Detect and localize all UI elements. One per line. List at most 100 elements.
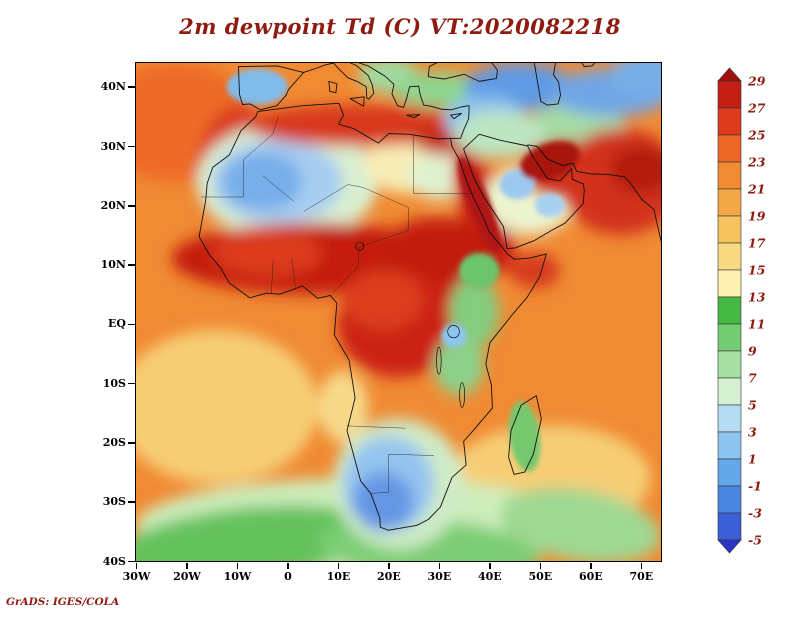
italy-coastline (304, 63, 374, 99)
colorbar-label-29: 29 (747, 74, 766, 89)
colorbar-segment (717, 215, 742, 244)
mediterranean-islands-coastline (329, 81, 462, 118)
map-frame (135, 62, 662, 562)
lat-tick (128, 382, 135, 385)
colorbar-segment (717, 458, 742, 487)
colorbar-segment (717, 350, 742, 379)
colorbar-label-7: 7 (748, 371, 757, 386)
lat-tick-label-EQ: EQ (108, 317, 126, 331)
colorbar-label-27: 27 (747, 101, 766, 116)
lon-tick-label-20E: 20E (377, 570, 401, 583)
region-sahara-dry-core (221, 151, 303, 212)
lakes (356, 242, 465, 407)
lake-tanganyika (437, 347, 442, 374)
lake-victoria (448, 325, 460, 337)
lon-tick-label-20W: 20W (173, 570, 201, 583)
region-top-right-cool (610, 63, 661, 99)
region-subtropical-atlantic-sand (136, 329, 318, 484)
region-southern-ocean-green-east (500, 487, 661, 561)
colorbar-arrow-bottom (717, 539, 742, 554)
lat-tick-label-40N: 40N (100, 80, 126, 94)
region-iberia-cool (226, 68, 288, 105)
region-anatolia-green (393, 71, 485, 108)
grads-stamp: GrADS: IGES/COLA (6, 596, 120, 608)
region-persian-gulf-extreme (520, 141, 580, 181)
lon-tick (539, 563, 542, 569)
lon-tick (337, 563, 340, 569)
region-angola-coast-sand (317, 371, 369, 443)
lon-tick-label-0: 0 (284, 570, 292, 583)
colorbar-label-11: 11 (748, 317, 765, 332)
colorbar-segment (717, 404, 742, 433)
lat-tick (128, 323, 135, 326)
lon-tick-label-10W: 10W (223, 570, 252, 583)
lat-tick-label-10S: 10S (102, 376, 126, 390)
colorbar-label-15: 15 (748, 263, 765, 278)
arabia-coastline (464, 134, 585, 248)
dewpoint-shading-crisp (226, 68, 580, 472)
region-egypt-pale-green (408, 151, 470, 200)
region-arabia-cool-spot-west (499, 169, 535, 200)
caspian-aral-coastline (534, 63, 595, 105)
colorbar: 29 27 25 23 21 19 17 15 13 11 9 7 5 3 1 -1 -3 -5 (712, 62, 800, 562)
colorbar-label-25: 25 (747, 128, 765, 143)
lake-chad (356, 242, 364, 250)
lon-tick-label-30W: 30W (122, 570, 151, 583)
lon-tick (489, 563, 491, 569)
lon-tick-label-60E: 60E (578, 570, 603, 583)
colorbar-label-21: 21 (747, 182, 765, 197)
lat-tick-label-40S: 40S (102, 554, 126, 568)
colorbar-label--1: -1 (748, 479, 762, 494)
colorbar-arrow-top (717, 67, 742, 82)
region-indus-dark-red (610, 146, 661, 194)
colorbar-segment (717, 161, 742, 190)
lon-tick-label-30E: 30E (427, 570, 452, 583)
lon-tick (236, 563, 239, 569)
colorbar-label-13: 13 (748, 290, 766, 305)
lat-tick (128, 205, 135, 207)
region-southern-ocean-green-west (136, 505, 378, 561)
region-tanzania-green (433, 335, 485, 395)
region-west-africa-bright-red (211, 229, 323, 277)
colorbar-label--5: -5 (748, 533, 762, 548)
lon-tick (186, 563, 188, 569)
lat-tick-label-10N: 10N (100, 258, 126, 272)
lat-tick (128, 264, 135, 266)
region-southern-africa-dry-core (353, 472, 414, 532)
colorbar-label-17: 17 (748, 236, 766, 251)
lon-tick (438, 563, 441, 569)
lat-tick (128, 145, 135, 148)
balkans-anatolia-levant-coastline (359, 63, 469, 138)
region-lake-victoria-cool (441, 323, 467, 348)
region-madagascar-green (508, 401, 541, 472)
figure-title: 2m dewpoint Td (C) VT:2020082218 (179, 14, 621, 39)
colorbar-label--3: -3 (748, 506, 762, 521)
lon-tick (287, 563, 289, 569)
lon-tick-label-70E: 70E (629, 570, 654, 583)
colorbar-label-9: 9 (748, 344, 757, 359)
colorbar-segment (717, 269, 742, 298)
colorbar-segment (717, 107, 742, 136)
colorbar-segment (717, 431, 742, 460)
lat-tick (128, 501, 135, 503)
lon-tick (590, 563, 592, 569)
lat-tick (128, 442, 135, 444)
lon-tick (135, 563, 138, 569)
region-gulf-of-aden-red (509, 252, 561, 289)
lat-tick (128, 560, 135, 563)
region-arabia-cool-spot-east (534, 193, 566, 218)
iberia-coastline (238, 66, 303, 110)
colorbar-label-23: 23 (747, 155, 766, 170)
dewpoint-filled-contour-map (136, 63, 661, 561)
lat-tick-label-30S: 30S (102, 495, 126, 509)
colorbar-segment (717, 485, 742, 514)
colorbar-label-5: 5 (748, 398, 757, 413)
region-congo-bright (342, 270, 424, 330)
lon-tick-label-40E: 40E (478, 570, 502, 583)
colorbar-segment (717, 242, 742, 271)
lon-tick-label-10E: 10E (326, 570, 351, 583)
dewpoint-shading-soft (136, 63, 661, 561)
colorbar-label-3: 3 (748, 425, 757, 440)
country-borders (201, 116, 474, 493)
